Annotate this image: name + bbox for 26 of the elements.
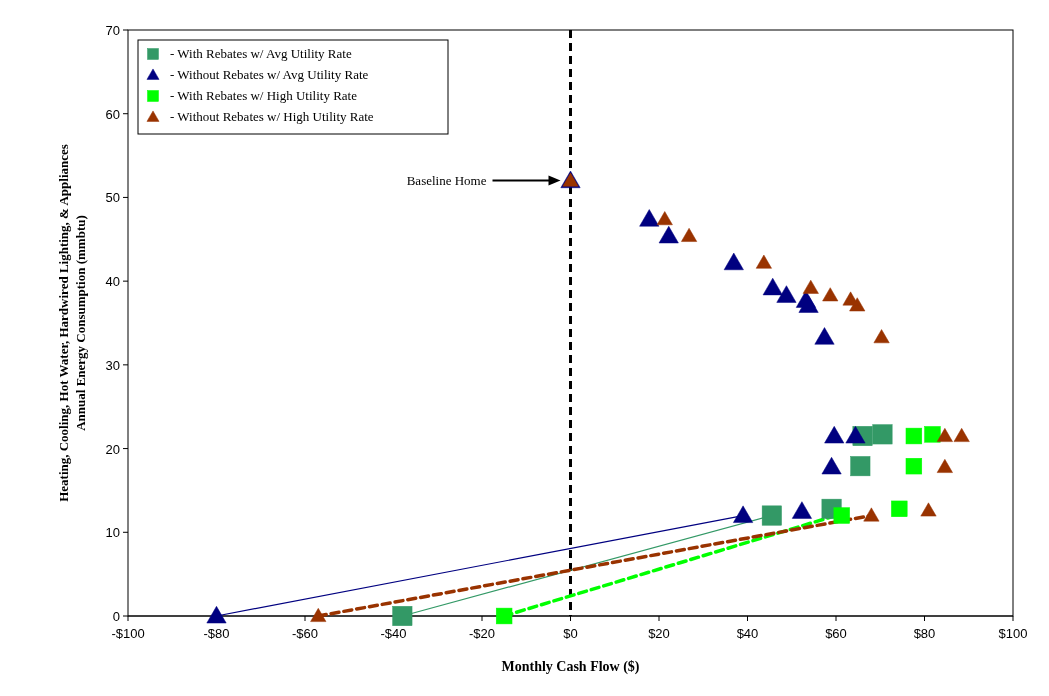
x-tick-label: -$20 [468,626,496,641]
x-tick-label: $60 [825,626,847,641]
legend-label: - Without Rebates w/ High Utility Rate [170,109,374,124]
x-tick-label: $20 [648,626,670,641]
y-tick-label: 20 [105,441,120,457]
x-axis-title: Monthly Cash Flow ($) [501,659,640,675]
x-tick-label: $80 [913,626,936,641]
y-axis-title: Heating, Cooling, Hot Water, Hardwired Lighting, & Appliances Annual Energy Consumption (mmbtu) [56,144,88,502]
y-tick-label: 10 [105,525,120,541]
x-tick-label: -$60 [291,626,319,641]
annotation: Baseline Home [406,172,487,188]
x-tick-label: $40 [736,626,759,641]
x-tick-label: -$40 [380,626,407,641]
y-tick-label: 40 [105,274,120,290]
y-tick-label: 50 [105,190,120,206]
legend-label: - With Rebates w/ Avg Utility Rate [170,46,352,61]
x-tick-label: $100 [998,626,1028,641]
x-tick-label: $0 [563,626,578,641]
legend-label: - Without Rebates w/ Avg Utility Rate [170,67,369,82]
y-tick-label: 70 [105,23,120,38]
y-tick-label: 0 [112,609,120,624]
x-tick-label: -$100 [111,626,145,641]
x-tick-label: -$80 [203,626,230,641]
legend-label: - With Rebates w/ High Utility Rate [170,88,358,103]
y-tick-label: 60 [105,106,120,122]
y-tick-label: 30 [105,357,120,373]
